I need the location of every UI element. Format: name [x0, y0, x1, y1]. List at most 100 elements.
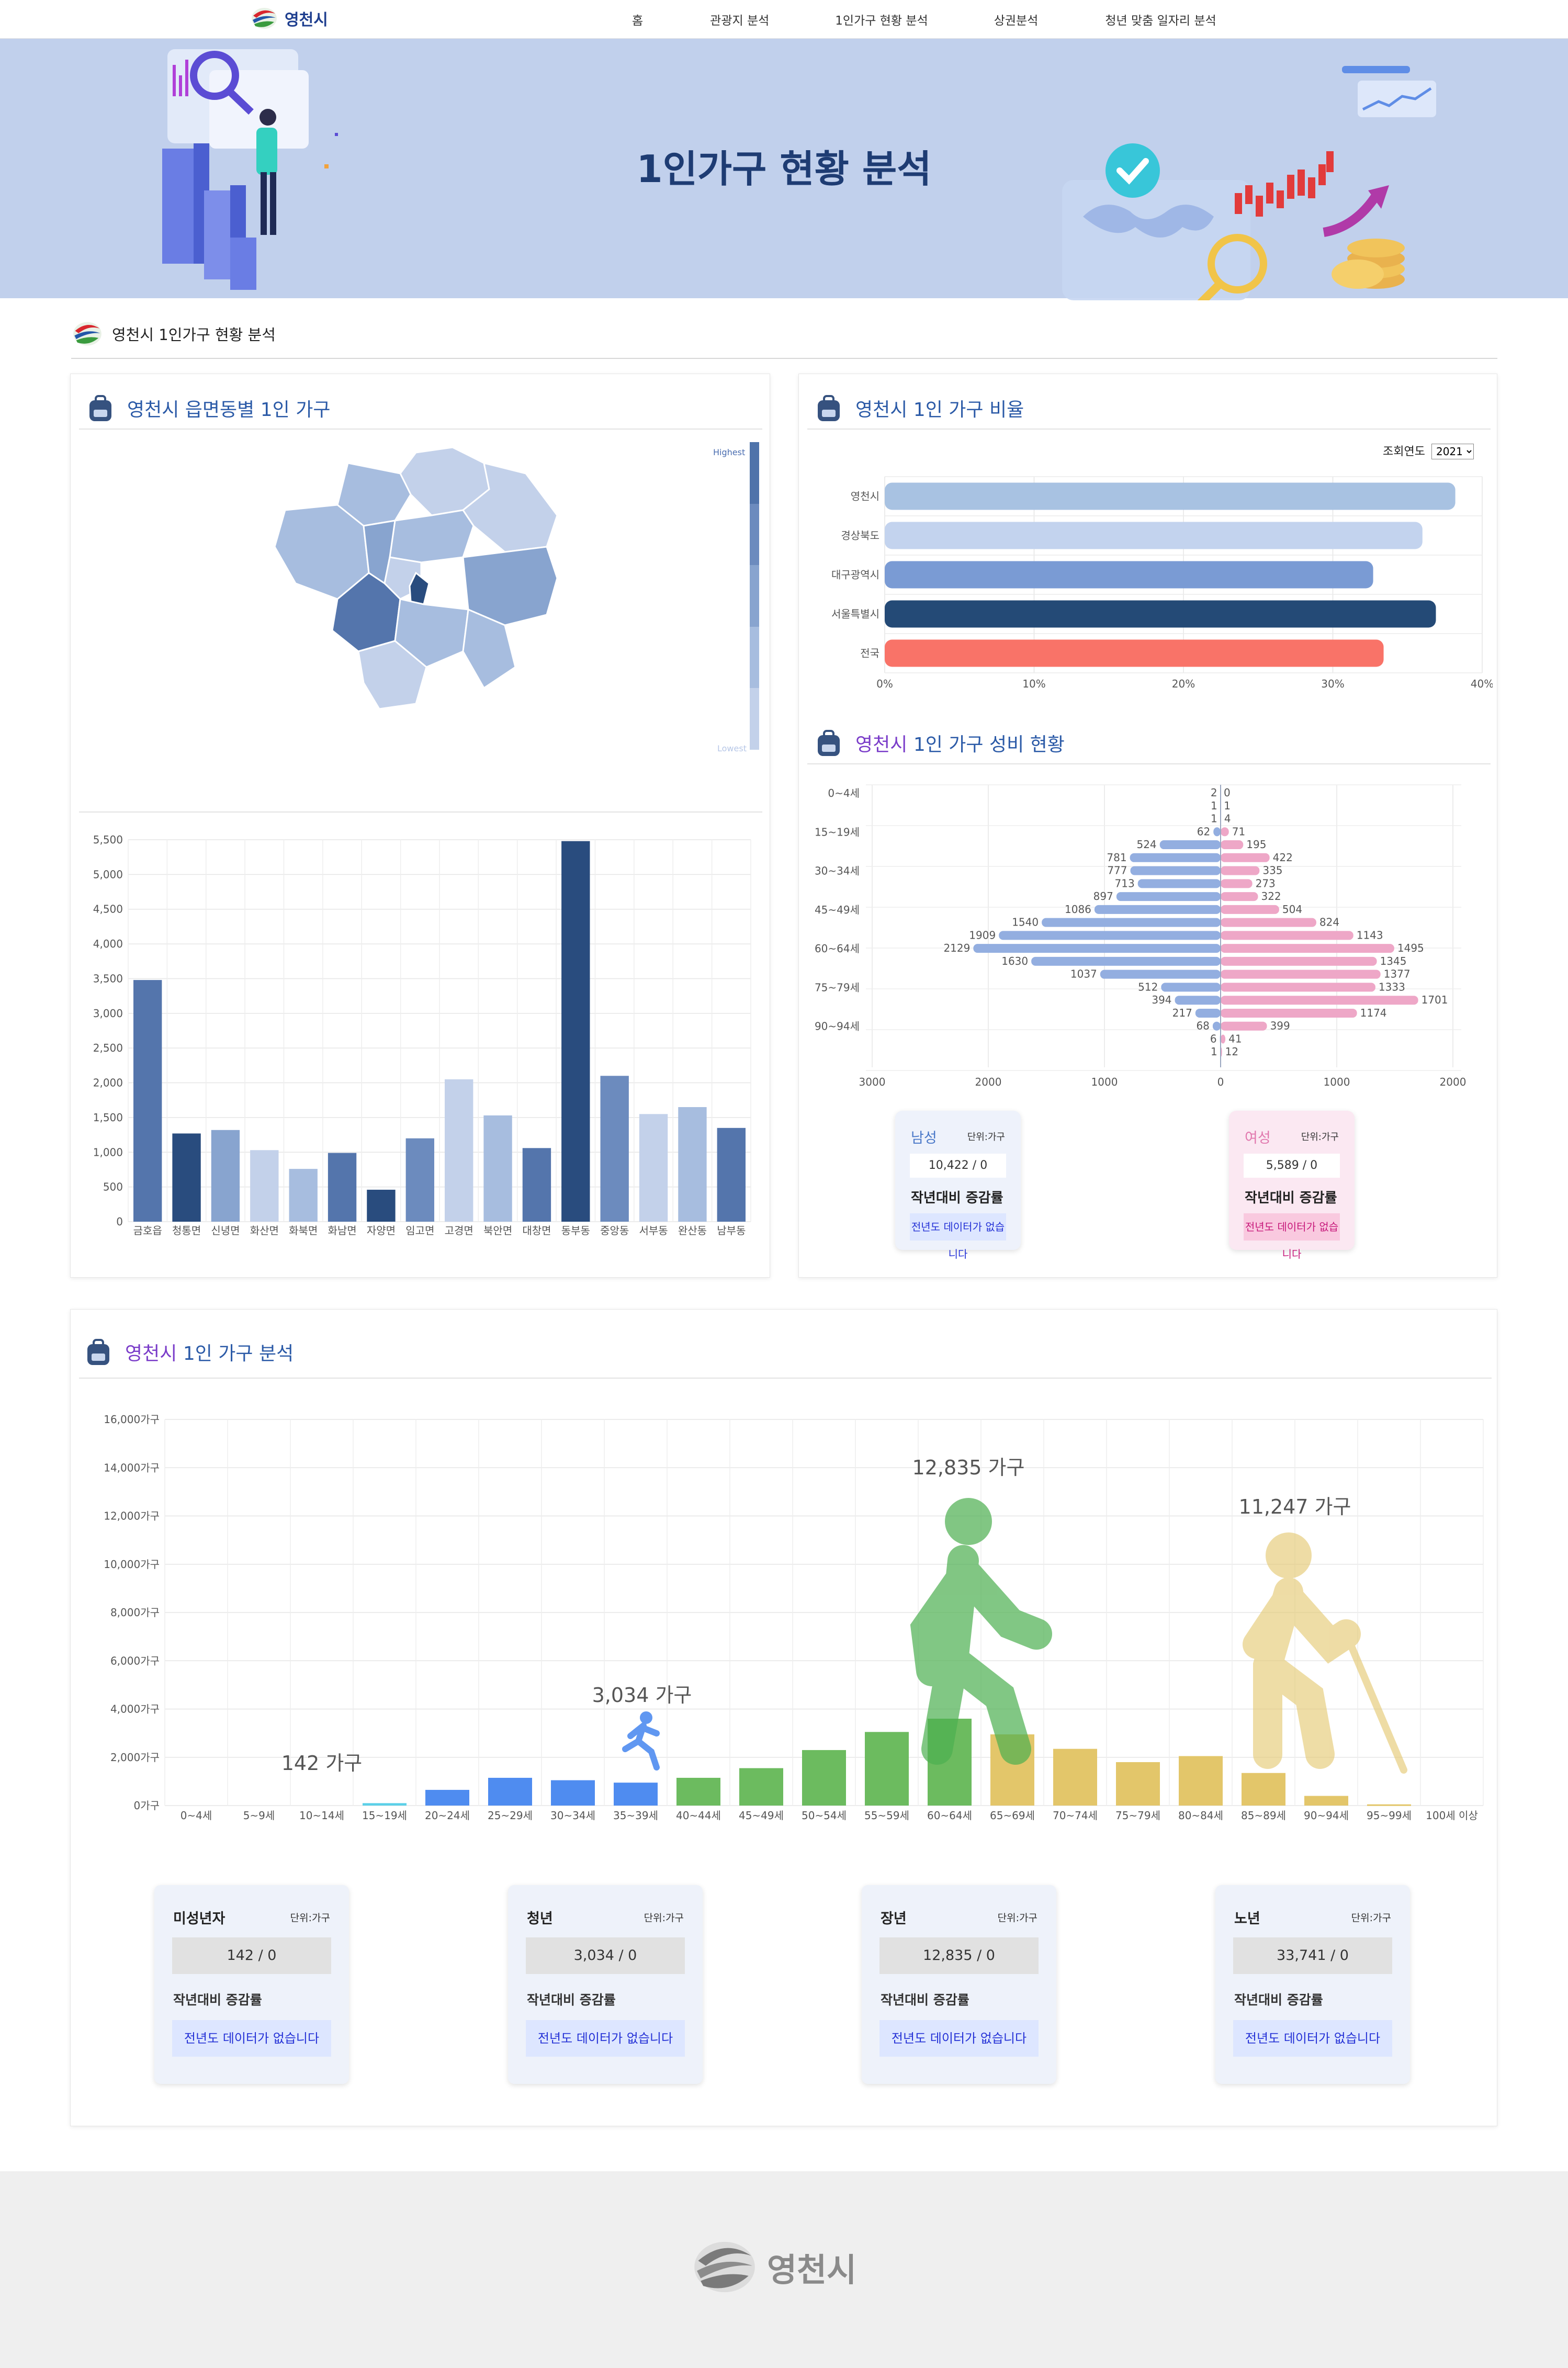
female-value-label: 0	[1224, 786, 1231, 799]
x-tick-label: 30~34세	[550, 1809, 595, 1822]
male-value-label: 781	[1107, 851, 1126, 864]
male-bar	[1137, 879, 1221, 888]
senior-change-message[interactable]: 전년도 데이터가 없습니다	[1233, 2020, 1392, 2057]
age-card-header: 영천시 1인 가구 분석	[83, 1337, 294, 1367]
y-tick-label: 8,000가구	[110, 1606, 160, 1619]
male-bar	[973, 944, 1221, 953]
female-bar	[1221, 956, 1377, 966]
bar-동부동	[561, 841, 590, 1222]
senior-label: 노년	[1234, 1911, 1260, 1927]
menu-home[interactable]: 홈	[632, 14, 644, 28]
male-value-label: 394	[1152, 994, 1171, 1006]
minor-label: 미성년자	[173, 1911, 225, 1927]
x-tick-label: 35~39세	[613, 1809, 658, 1822]
bar-화남면	[328, 1153, 357, 1222]
x-tick-label: 완산동	[678, 1224, 707, 1237]
female-bar	[1221, 918, 1316, 927]
backpack-icon	[89, 395, 111, 421]
y-tick-label: 3,000	[93, 1007, 123, 1020]
section-title: 영천시 1인가구 현황 분석	[112, 326, 276, 344]
map-region-center-north	[389, 509, 475, 563]
site-logo[interactable]: 영천시	[250, 5, 328, 31]
x-tick-label: 금호읍	[133, 1224, 162, 1237]
y-tick-label: 16,000가구	[104, 1413, 160, 1426]
menu-single-household[interactable]: 1인가구 현황 분석	[835, 14, 928, 28]
backpack-icon	[818, 395, 840, 421]
district-choropleth-map[interactable]	[243, 442, 662, 766]
senior-value: 33,741 / 0	[1233, 1937, 1392, 1974]
x-tick-label: 0%	[876, 678, 893, 690]
male-bar	[1094, 905, 1221, 914]
menu-youth-jobs[interactable]: 청년 맞춤 일자리 분석	[1105, 14, 1216, 28]
x-tick-label: 60~64세	[927, 1809, 972, 1822]
bar-화북면	[289, 1169, 318, 1222]
x-tick-label: 3000	[859, 1076, 886, 1088]
youth-change-message[interactable]: 전년도 데이터가 없습니다	[526, 2020, 685, 2057]
female-bar	[1221, 944, 1394, 953]
x-tick-label: 2000	[1440, 1076, 1467, 1088]
youth-value: 3,034 / 0	[526, 1937, 685, 1974]
bar-80~84세	[1179, 1756, 1223, 1806]
middle-age-change-message[interactable]: 전년도 데이터가 없습니다	[879, 2020, 1039, 2057]
youth-label: 청년	[527, 1911, 553, 1927]
district-card: 영천시 읍면동별 1인 가구 Highest Lowest 0 500 1,000 1…	[70, 374, 770, 1278]
x-tick-label: 55~59세	[864, 1809, 909, 1822]
female-bar	[1221, 931, 1353, 940]
age-card-title-rest: 1인 가구 분석	[183, 1343, 294, 1365]
menu-commercial[interactable]: 상권분석	[994, 14, 1039, 28]
year-select[interactable]: 2021	[1431, 444, 1474, 459]
y-tick-label: 10,000가구	[104, 1558, 160, 1571]
bar-경상북도	[885, 522, 1423, 549]
y-tick-label: 30~34세	[815, 865, 860, 877]
y-tick-label: 0~4세	[828, 787, 860, 799]
male-value-label: 1	[1211, 813, 1217, 825]
male-bar	[1161, 983, 1221, 992]
x-tick-label: 70~74세	[1053, 1809, 1098, 1822]
x-tick-label: 자양면	[367, 1224, 396, 1237]
y-tick-label: 4,500	[93, 903, 123, 916]
bar-55~59세	[865, 1732, 909, 1806]
youth-unit: 단위:가구	[644, 1912, 684, 1924]
female-label: 여성	[1245, 1130, 1271, 1146]
x-tick-label: 화북면	[289, 1224, 318, 1237]
bar-청통면	[172, 1133, 201, 1222]
youth-stat-card: 청년 단위:가구 3,034 / 0 작년대비 증감률 전년도 데이터가 없습니…	[508, 1885, 703, 2084]
y-tick-label: 75~79세	[815, 981, 860, 994]
annotation-label: 12,835 가구	[912, 1456, 1025, 1479]
middle-age-label: 장년	[881, 1911, 907, 1927]
menu-tourism[interactable]: 관광지 분석	[710, 14, 770, 28]
x-tick-label: 40%	[1471, 678, 1493, 690]
female-value-label: 195	[1246, 838, 1266, 851]
female-change-message[interactable]: 전년도 데이터가 없습니다	[1244, 1213, 1340, 1260]
male-unit: 단위:가구	[967, 1132, 1005, 1143]
minor-value: 142 / 0	[172, 1937, 331, 1974]
bar-20~24세	[425, 1790, 469, 1806]
female-bar	[1221, 892, 1258, 901]
male-bar	[1130, 866, 1221, 875]
male-bar	[1100, 969, 1221, 979]
x-tick-label: 서부동	[639, 1224, 668, 1237]
y-tick-label: 14,000가구	[104, 1461, 160, 1474]
ratio-card-divider	[807, 429, 1491, 430]
minor-change-message[interactable]: 전년도 데이터가 없습니다	[172, 2020, 331, 2057]
male-bar	[1212, 1021, 1221, 1031]
y-tick-label: 2,000	[93, 1077, 123, 1089]
y-tick-label: 2,500	[93, 1042, 123, 1054]
x-tick-label: 65~69세	[990, 1809, 1035, 1822]
male-value: 10,422 / 0	[910, 1154, 1006, 1178]
map-legend-scale	[750, 442, 759, 750]
footer-logo: 영천시	[691, 2233, 856, 2301]
x-tick-label: 동부동	[561, 1224, 590, 1237]
y-tick-label: 90~94세	[815, 1020, 860, 1033]
site-logo-text: 영천시	[285, 11, 328, 29]
top-navigation: 영천시 홈 관광지 분석 1인가구 현황 분석 상권분석 청년 맞춤 일자리 분…	[0, 0, 1568, 39]
female-value-label: 4	[1224, 813, 1231, 825]
gender-card-title-rest: 1인 가구 성비 현황	[913, 734, 1065, 755]
female-bar	[1221, 840, 1244, 850]
x-tick-label: 30%	[1321, 678, 1344, 690]
y-tick-label: 12,000가구	[104, 1510, 160, 1523]
male-change-message[interactable]: 전년도 데이터가 없습니다	[910, 1213, 1006, 1260]
male-value-label: 897	[1093, 890, 1113, 903]
y-tick-label: 대구광역시	[831, 569, 879, 581]
bar-75~79세	[1116, 1762, 1160, 1806]
